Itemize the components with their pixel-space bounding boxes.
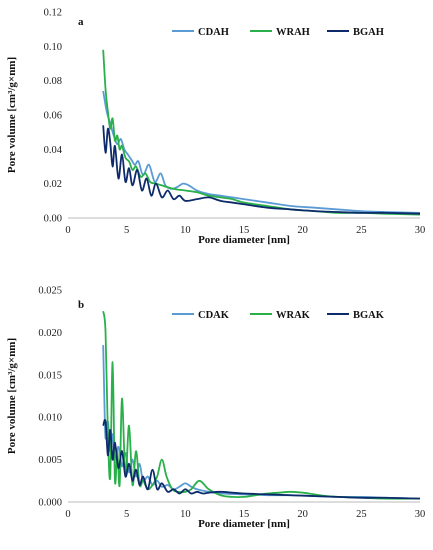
- chart-panel-b: 0.000 0.005 0.010 0.015 0.020 0.025 0 5 10 15 20 25…: [6, 286, 425, 531]
- y-axis-label: Pore volume [cm³/g×nm]: [6, 338, 18, 454]
- series-line-bgah: [102, 125, 421, 215]
- x-tick-label: 30: [415, 225, 426, 236]
- y-tick-label: 0.10: [44, 42, 62, 53]
- x-axis-label: Pore diameter [nm]: [198, 234, 290, 246]
- x-tick-label: 15: [239, 509, 250, 520]
- x-tick-label: 30: [415, 509, 426, 520]
- x-tick-label: 10: [180, 509, 191, 520]
- legend-label-wrak: WRAK: [276, 310, 311, 321]
- legend-label-bgah: BGAH: [353, 27, 384, 38]
- x-tick-label: 25: [356, 225, 367, 236]
- legend-label-bgak: BGAK: [353, 310, 385, 321]
- x-tick-label: 15: [239, 225, 250, 236]
- x-tick-label: 20: [297, 225, 308, 236]
- y-tick-label: 0.08: [44, 76, 62, 87]
- y-tick-label: 0.005: [38, 455, 62, 466]
- panel-label: a: [78, 16, 84, 28]
- x-tick-label: 20: [297, 509, 308, 520]
- y-tick-label: 0.020: [38, 328, 62, 339]
- legend-label-cdah: CDAH: [198, 27, 229, 38]
- panel-label: b: [78, 299, 84, 311]
- x-tick-label: 0: [65, 509, 70, 520]
- series-line-bgak: [102, 419, 421, 500]
- y-tick-label: 0.010: [38, 413, 62, 424]
- x-tick-label: 5: [124, 509, 129, 520]
- y-tick-label: 0.04: [44, 145, 63, 156]
- legend-label-wrah: WRAH: [276, 27, 310, 38]
- y-tick-label: 0.02: [44, 179, 62, 190]
- legend-label-cdak: CDAK: [198, 310, 230, 321]
- y-tick-label: 0.12: [44, 8, 62, 19]
- y-tick-label: 0.015: [38, 370, 62, 381]
- y-axis-label: Pore volume [cm³/g×nm]: [6, 57, 18, 173]
- y-tick-label: 0.00: [44, 214, 62, 225]
- y-tick-label: 0.06: [44, 111, 62, 122]
- x-tick-label: 5: [124, 225, 129, 236]
- x-tick-label: 0: [65, 225, 70, 236]
- x-axis-label: Pore diameter [nm]: [198, 518, 290, 530]
- y-tick-label: 0.000: [38, 498, 62, 509]
- y-tick-label: 0.025: [38, 286, 62, 297]
- x-tick-label: 10: [180, 225, 191, 236]
- chart-panel-a: 0.00 0.02 0.04 0.06 0.08 0.10 0.12 0 5 10 15 20 25 30…: [6, 8, 425, 247]
- x-tick-label: 25: [356, 509, 367, 520]
